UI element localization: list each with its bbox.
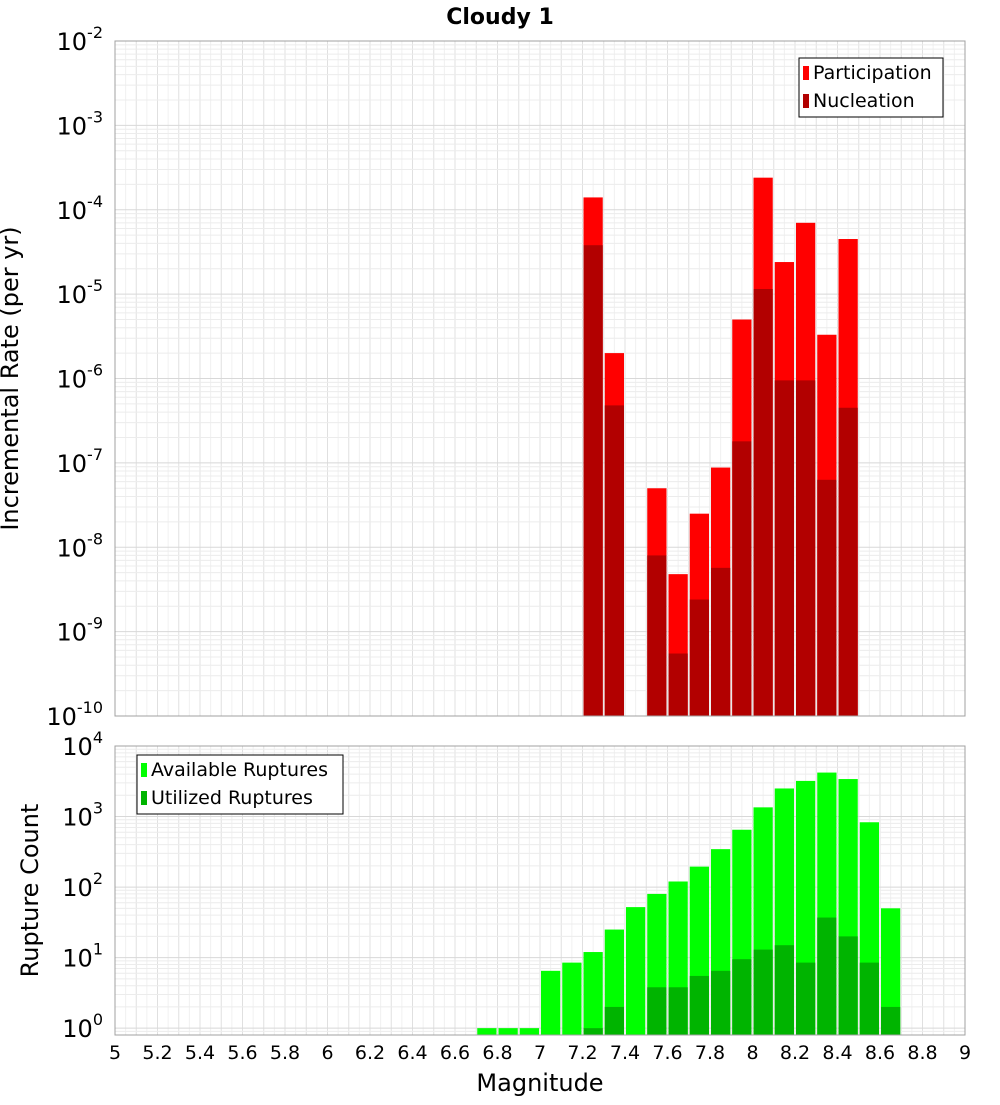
rate-plot-frame (114, 40, 966, 717)
rate-panel: 10-10 10-9 10-8 10-7 10-6 10-5 10-4 10-3 10-2 Inc… (0, 23, 966, 731)
count-legend-box (136, 754, 344, 815)
x-tick-label: 8.2 (780, 1042, 810, 1064)
x-tick-label: 7.6 (652, 1042, 682, 1064)
rate-y-tick-label: 10-10 (46, 698, 103, 731)
count-legend: Available Ruptures Utilized Ruptures (136, 754, 344, 815)
x-axis-label: Magnitude (476, 1069, 603, 1097)
x-tick-label: 8.6 (865, 1042, 895, 1064)
count-y-axis-label: Rupture Count (16, 804, 44, 978)
rate-legend-label: Participation (813, 62, 932, 84)
count-plot-frame (114, 745, 966, 1036)
count-series-1 (583, 917, 901, 1035)
count-y-tick-label: 101 (62, 940, 103, 973)
x-tick-label: 5.4 (185, 1042, 215, 1064)
count-y-tick-label: 102 (62, 869, 103, 902)
count-bar (774, 945, 794, 1035)
rate-bar (604, 405, 624, 716)
rate-bar (668, 653, 688, 716)
count-bar (626, 907, 646, 1035)
rate-bar (753, 289, 773, 716)
x-tick-label: 8.8 (907, 1042, 937, 1064)
x-tick-label: 7.8 (695, 1042, 725, 1064)
count-bar (817, 917, 837, 1035)
rate-y-axis-label: Incremental Rate (per yr) (0, 226, 24, 530)
x-tick-label: 6.8 (482, 1042, 512, 1064)
count-y-tick-label: 104 (62, 728, 103, 761)
x-tick-label: 7.2 (567, 1042, 597, 1064)
rate-y-tick-label: 10-7 (57, 445, 104, 478)
x-tick-label: 9 (959, 1042, 971, 1064)
rate-legend-swatch (803, 94, 809, 108)
rate-bar (689, 599, 709, 716)
rate-grid (114, 40, 966, 717)
rate-legend-swatch (803, 66, 809, 80)
count-legend-swatch (141, 763, 147, 777)
count-bar (689, 975, 709, 1035)
count-bar (668, 987, 688, 1035)
rate-bar (711, 567, 731, 716)
count-bar (881, 1006, 901, 1035)
count-bar (562, 962, 582, 1035)
rate-y-tick-label: 10-4 (57, 192, 104, 225)
rate-bar (583, 245, 603, 717)
rate-y-tick-label: 10-3 (57, 107, 104, 140)
rate-series-1 (583, 245, 858, 717)
rate-y-tick-label: 10-2 (57, 23, 104, 56)
count-bar (519, 1028, 539, 1035)
x-tick-label: 5.8 (270, 1042, 300, 1064)
count-bar (753, 949, 773, 1035)
count-bar (583, 1028, 603, 1035)
chart-title: Cloudy 1 (446, 5, 554, 30)
count-bar (604, 1006, 624, 1035)
rate-y-tick-label: 10-9 (57, 614, 104, 647)
x-tick-label: 6.4 (397, 1042, 427, 1064)
rate-bar (817, 479, 837, 716)
rate-bar (732, 441, 752, 716)
rate-bar (774, 380, 794, 716)
count-legend-label: Available Ruptures (151, 759, 328, 781)
rate-y-tick-label: 10-6 (57, 361, 104, 394)
count-legend-swatch (141, 791, 147, 805)
x-tick-label: 5 (109, 1042, 121, 1064)
rate-y-tick-label: 10-8 (57, 529, 104, 562)
count-bar (498, 1028, 518, 1035)
x-tick-label: 5.2 (142, 1042, 172, 1064)
rate-legend-label: Nucleation (813, 90, 915, 112)
rate-legend-box (798, 57, 944, 118)
count-bar (541, 970, 561, 1035)
count-bar (838, 936, 858, 1035)
rate-legend: Participation Nucleation (798, 57, 944, 118)
count-bar (583, 952, 603, 1035)
count-bar (647, 987, 667, 1035)
rate-y-tick-label: 10-5 (57, 276, 104, 309)
count-y-tick-label: 103 (62, 799, 103, 832)
count-bar (859, 962, 879, 1035)
x-tick-label: 8 (746, 1042, 758, 1064)
x-tick-label: 6.2 (355, 1042, 385, 1064)
count-panel: 100 101 102 103 104 Rupture Count Available Ru… (16, 728, 971, 1097)
x-tick-label: 7 (534, 1042, 546, 1064)
count-legend-label: Utilized Ruptures (151, 787, 313, 809)
count-bar (732, 959, 752, 1035)
x-tick-label: 8.4 (822, 1042, 852, 1064)
rate-bar (838, 407, 858, 716)
rate-bar (796, 380, 816, 716)
x-tick-label: 6 (321, 1042, 333, 1064)
count-bar (477, 1028, 497, 1035)
x-tick-label: 7.4 (610, 1042, 640, 1064)
count-bar (711, 970, 731, 1035)
x-tick-label: 5.6 (227, 1042, 257, 1064)
rate-bar (647, 555, 667, 716)
count-y-tick-label: 100 (62, 1010, 103, 1043)
count-bar (881, 908, 901, 1035)
count-bar (796, 962, 816, 1035)
x-tick-label: 6.6 (440, 1042, 470, 1064)
